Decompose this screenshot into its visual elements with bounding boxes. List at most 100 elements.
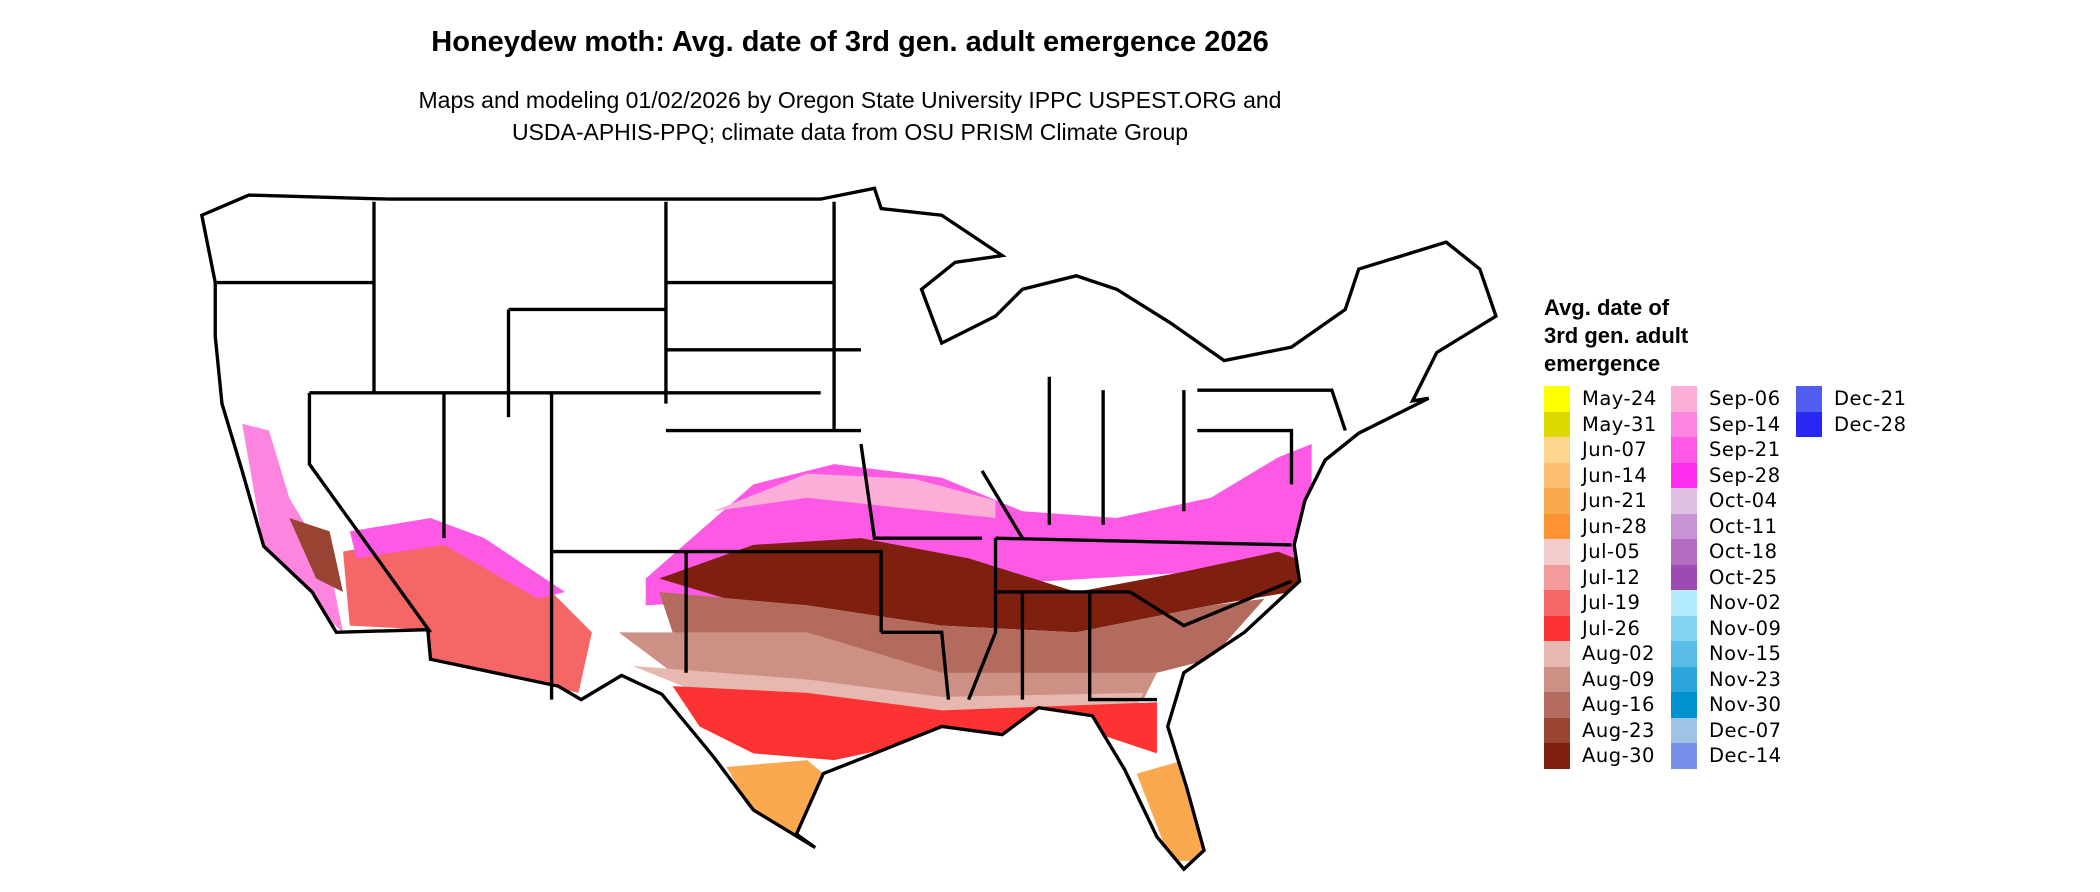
subtitle-line-2: USDA-APHIS-PPQ; climate data from OSU PR… bbox=[511, 119, 1189, 145]
legend-item: Dec-14 bbox=[1671, 743, 1782, 769]
legend-label: Dec-28 bbox=[1834, 412, 1907, 436]
legend-column-1: May-24 May-31 Jun-07 Jun-14 Jun-21 Jun-28 Jul-… bbox=[1544, 386, 1657, 769]
legend-item: Aug-23 bbox=[1544, 717, 1657, 743]
region-ca-coast-pink bbox=[242, 423, 344, 633]
legend-label: Aug-30 bbox=[1582, 744, 1655, 768]
legend-swatch bbox=[1671, 615, 1697, 641]
legend-item: Jun-21 bbox=[1544, 488, 1657, 514]
legend-label: Nov-09 bbox=[1709, 616, 1782, 640]
legend-item: May-31 bbox=[1544, 411, 1657, 437]
legend-swatch bbox=[1796, 386, 1822, 412]
legend-item: Jul-26 bbox=[1544, 615, 1657, 641]
legend-label: Nov-23 bbox=[1709, 667, 1782, 691]
legend-item: Dec-21 bbox=[1796, 386, 1907, 412]
legend-label: Oct-18 bbox=[1709, 540, 1778, 564]
legend-item: Oct-18 bbox=[1671, 539, 1782, 565]
legend-label: Sep-21 bbox=[1709, 438, 1781, 462]
legend-label: Nov-30 bbox=[1709, 693, 1782, 717]
legend-swatch bbox=[1796, 411, 1822, 437]
legend-label: Sep-14 bbox=[1709, 412, 1781, 436]
legend-label: Jun-21 bbox=[1582, 489, 1648, 513]
legend-title: Avg. date of 3rd gen. adult emergence bbox=[1544, 294, 1784, 378]
state-borders bbox=[200, 186, 1498, 871]
legend-item: Aug-09 bbox=[1544, 666, 1657, 692]
legend-item: Nov-02 bbox=[1671, 590, 1782, 616]
legend-swatch bbox=[1671, 666, 1697, 692]
region-aug30-band bbox=[659, 538, 1312, 633]
legend-item: Nov-23 bbox=[1671, 666, 1782, 692]
legend-item: Jun-14 bbox=[1544, 462, 1657, 488]
legend-title-line: Avg. date of bbox=[1544, 295, 1670, 320]
legend-swatch bbox=[1671, 462, 1697, 488]
legend-swatch bbox=[1544, 641, 1570, 667]
legend-swatch bbox=[1671, 692, 1697, 718]
legend-item: Oct-04 bbox=[1671, 488, 1782, 514]
legend-swatch bbox=[1544, 386, 1570, 412]
legend-swatch bbox=[1671, 539, 1697, 565]
legend-swatch bbox=[1544, 743, 1570, 769]
region-orange-south-texas bbox=[726, 760, 824, 841]
legend-item: Aug-30 bbox=[1544, 743, 1657, 769]
legend-label: Jul-05 bbox=[1582, 540, 1641, 564]
legend-label: Oct-25 bbox=[1709, 565, 1778, 589]
legend-item: Sep-06 bbox=[1671, 386, 1782, 412]
legend-item: Oct-11 bbox=[1671, 513, 1782, 539]
legend-swatch bbox=[1671, 564, 1697, 590]
legend-swatch bbox=[1671, 386, 1697, 412]
legend-label: Nov-15 bbox=[1709, 642, 1782, 666]
legend-label: Sep-06 bbox=[1709, 387, 1781, 411]
legend-label: Oct-04 bbox=[1709, 489, 1778, 513]
legend-swatch bbox=[1544, 513, 1570, 539]
map-subtitle: Maps and modeling 01/02/2026 by Oregon S… bbox=[300, 84, 1400, 148]
legend-swatch bbox=[1544, 488, 1570, 514]
subtitle-line-1: Maps and modeling 01/02/2026 by Oregon S… bbox=[418, 87, 1282, 113]
legend-label: May-31 bbox=[1582, 412, 1657, 436]
legend-label: Nov-02 bbox=[1709, 591, 1782, 615]
legend-item: Jul-19 bbox=[1544, 590, 1657, 616]
legend-item: Jul-05 bbox=[1544, 539, 1657, 565]
legend-label: Aug-16 bbox=[1582, 693, 1655, 717]
legend-swatch bbox=[1544, 462, 1570, 488]
map-title: Honeydew moth: Avg. date of 3rd gen. adu… bbox=[431, 26, 1269, 58]
region-aug02-band bbox=[632, 665, 1144, 720]
legend-item: Nov-15 bbox=[1671, 641, 1782, 667]
legend-item: Nov-09 bbox=[1671, 615, 1782, 641]
legend-swatch bbox=[1544, 411, 1570, 437]
legend-label: Jun-14 bbox=[1582, 463, 1648, 487]
legend-column-3: Dec-21 Dec-28 bbox=[1796, 386, 1907, 437]
legend-swatch bbox=[1544, 539, 1570, 565]
legend-label: Jul-26 bbox=[1582, 616, 1641, 640]
region-orange-florida bbox=[1136, 760, 1211, 862]
legend-label: Aug-23 bbox=[1582, 718, 1655, 742]
legend-label: Jul-12 bbox=[1582, 565, 1641, 589]
legend-label: Oct-11 bbox=[1709, 514, 1778, 538]
legend-item: Aug-16 bbox=[1544, 692, 1657, 718]
legend-title-line: 3rd gen. adult bbox=[1544, 323, 1689, 348]
legend-item: Jul-12 bbox=[1544, 564, 1657, 590]
legend-swatch bbox=[1671, 717, 1697, 743]
legend-label: Dec-14 bbox=[1709, 744, 1782, 768]
legend-item: Jun-28 bbox=[1544, 513, 1657, 539]
legend-swatch bbox=[1544, 590, 1570, 616]
legend-swatch bbox=[1671, 641, 1697, 667]
legend-item: Sep-14 bbox=[1671, 411, 1782, 437]
legend-item: Sep-21 bbox=[1671, 437, 1782, 463]
legend-label: Jun-07 bbox=[1582, 438, 1648, 462]
legend-label: Sep-28 bbox=[1709, 463, 1781, 487]
legend-title-line: emergence bbox=[1544, 351, 1661, 376]
legend-swatch bbox=[1544, 717, 1570, 743]
legend-item: Nov-30 bbox=[1671, 692, 1782, 718]
legend-swatch bbox=[1671, 437, 1697, 463]
region-aug16-band bbox=[659, 591, 1265, 680]
legend-item: Oct-25 bbox=[1671, 564, 1782, 590]
legend-swatch bbox=[1544, 692, 1570, 718]
legend-swatch bbox=[1544, 666, 1570, 692]
legend-item: Dec-07 bbox=[1671, 717, 1782, 743]
legend-column-2: Sep-06 Sep-14 Sep-21 Sep-28 Oct-04 Oct-11 Oct-… bbox=[1671, 386, 1782, 769]
region-az-pink bbox=[349, 517, 566, 599]
legend-label: Dec-07 bbox=[1709, 718, 1782, 742]
legend-item: Aug-02 bbox=[1544, 641, 1657, 667]
legend-swatch bbox=[1671, 411, 1697, 437]
region-az-red bbox=[343, 531, 592, 693]
